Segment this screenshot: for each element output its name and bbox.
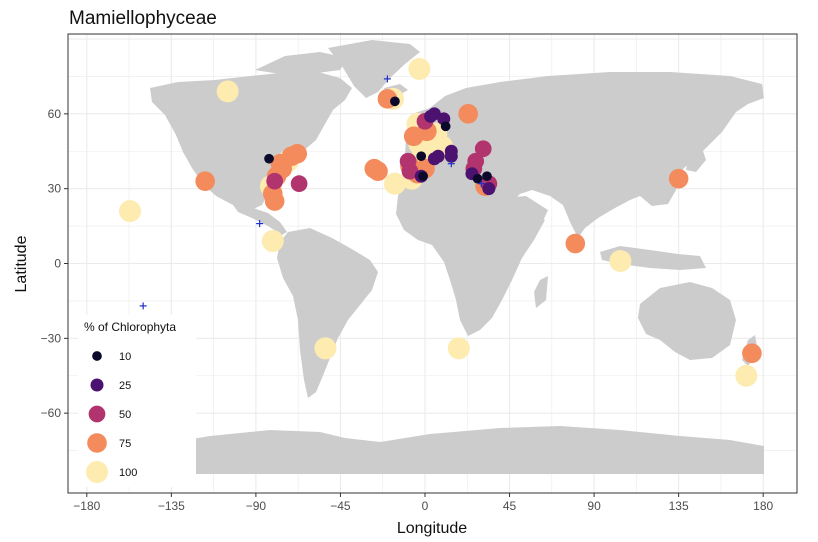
sample-point xyxy=(264,153,274,164)
land-greenland xyxy=(328,40,420,98)
sample-point xyxy=(565,233,586,254)
land-japan xyxy=(686,142,706,172)
zero-marker xyxy=(139,302,147,310)
land-antarctica xyxy=(106,426,764,474)
sample-point xyxy=(195,171,215,191)
zero-marker xyxy=(447,160,455,168)
zero-marker xyxy=(383,75,391,83)
sample-point xyxy=(735,364,758,387)
zero-marker xyxy=(256,220,264,228)
land-central-america xyxy=(233,205,287,235)
x-tick-label: −90 xyxy=(246,499,267,513)
zero-marker xyxy=(477,180,485,188)
sample-point xyxy=(742,343,762,364)
land-eurasia xyxy=(405,72,764,238)
sample-point xyxy=(472,173,483,184)
x-tick-label: 90 xyxy=(587,499,601,513)
sample-point xyxy=(482,171,492,182)
sample-point xyxy=(287,143,308,164)
sample-point xyxy=(261,230,284,253)
sample-point xyxy=(314,337,337,360)
chart-title: Mamiellophyceae xyxy=(69,8,217,29)
zero-chlorophyta-markers xyxy=(139,75,485,310)
sample-point xyxy=(408,57,431,80)
sample-point xyxy=(424,109,438,123)
sample-point xyxy=(440,121,451,132)
x-tick-label: 135 xyxy=(669,499,689,513)
x-tick-label: 0 xyxy=(422,499,429,513)
y-axis-title: Latitude xyxy=(13,235,30,292)
y-axis-ticks: −60 −30 0 30 60 xyxy=(41,107,68,420)
sample-point xyxy=(609,250,632,273)
plot-panel: % of Chlorophyta 10 25 50 75 100 xyxy=(67,33,798,494)
legend-label: 75 xyxy=(119,438,131,450)
x-tick-label: −180 xyxy=(73,499,100,513)
legend-label: 100 xyxy=(119,467,137,479)
legend-label: 50 xyxy=(119,409,131,421)
sample-point xyxy=(290,175,308,193)
legend-label: 10 xyxy=(119,351,131,363)
x-tick-label: 45 xyxy=(503,499,517,513)
legend-background xyxy=(78,315,196,487)
sample-point xyxy=(119,200,142,223)
y-tick-label: −60 xyxy=(41,406,62,420)
sample-point xyxy=(474,140,492,158)
y-tick-label: 0 xyxy=(54,257,61,271)
land-australia xyxy=(638,282,736,360)
land-arabia xyxy=(502,196,548,238)
sample-point xyxy=(427,152,441,166)
x-tick-label: −135 xyxy=(158,499,185,513)
x-axis-title: Longitude xyxy=(397,520,467,537)
sample-point xyxy=(482,182,496,196)
sample-point xyxy=(403,126,424,147)
y-tick-label: 60 xyxy=(48,107,62,121)
y-tick-label: 30 xyxy=(48,182,62,196)
legend-key xyxy=(92,351,102,361)
legend: % of Chlorophyta 10 25 50 75 100 xyxy=(78,315,196,487)
sample-point xyxy=(368,161,388,181)
sample-point xyxy=(264,191,285,211)
y-tick-label: −30 xyxy=(41,331,62,345)
sample-points xyxy=(119,57,762,387)
x-tick-label: −45 xyxy=(330,499,351,513)
legend-label: 25 xyxy=(119,380,131,392)
sample-point xyxy=(266,172,284,190)
land-south-america xyxy=(277,228,378,398)
sample-point xyxy=(401,162,419,180)
sample-point xyxy=(418,171,428,182)
sample-point xyxy=(668,168,689,189)
legend-items: 10 25 50 75 100 xyxy=(86,351,137,483)
sample-point xyxy=(458,104,478,124)
sample-point xyxy=(447,337,470,360)
land-madagascar xyxy=(534,276,548,308)
sample-point xyxy=(390,96,400,107)
sample-point xyxy=(416,151,427,162)
legend-key xyxy=(86,461,108,483)
sample-point xyxy=(444,149,458,163)
legend-key xyxy=(90,378,104,392)
legend-title: % of Chlorophyta xyxy=(84,320,176,334)
legend-key xyxy=(88,405,106,423)
land-arctic-islands xyxy=(255,52,348,74)
sample-point xyxy=(383,172,406,195)
x-tick-label: 180 xyxy=(753,499,773,513)
x-axis-ticks: −180 −135 −90 −45 0 45 90 135 180 xyxy=(73,493,774,513)
sample-point xyxy=(216,80,239,103)
legend-key xyxy=(87,433,107,453)
